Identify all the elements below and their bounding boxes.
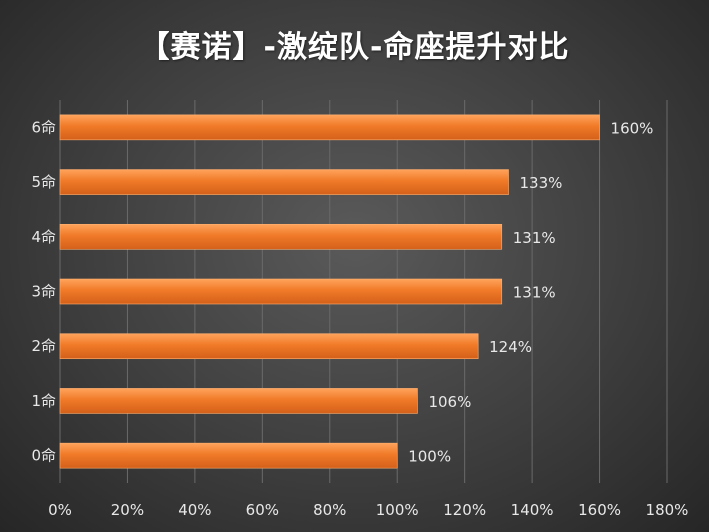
x-tick-label: 0%: [48, 501, 72, 519]
x-tick-label: 40%: [178, 501, 211, 519]
chart-title: 【赛诺】-激绽队-命座提升对比: [139, 30, 570, 65]
x-tick-label: 180%: [646, 501, 689, 519]
labels: 0% 20% 40% 60% 80% 100% 120% 140% 160% 180% 0命 100%…: [31, 118, 688, 519]
data-label: 124%: [489, 338, 532, 356]
category-label: 1命: [31, 392, 56, 410]
x-tick-label: 140%: [511, 501, 554, 519]
category-label: 4命: [31, 228, 56, 246]
x-tick-label: 160%: [578, 501, 621, 519]
x-tick-label: 20%: [111, 501, 144, 519]
x-tick-label: 120%: [443, 501, 486, 519]
data-label: 100%: [408, 448, 451, 466]
data-label: 131%: [513, 284, 556, 302]
bar-0: [59, 442, 398, 469]
bar-1: [59, 388, 418, 414]
bar-4: [59, 223, 503, 250]
bar-6: [59, 114, 600, 141]
x-tick-label: 80%: [313, 501, 346, 519]
bar-3: [59, 278, 503, 305]
bars: [59, 114, 600, 469]
bar-5: [59, 169, 509, 195]
category-label: 2命: [31, 337, 56, 355]
category-label: 3命: [31, 283, 56, 301]
category-label: 6命: [31, 118, 56, 136]
data-label: 160%: [611, 119, 654, 137]
x-tick-label: 100%: [376, 501, 419, 519]
category-label: 5命: [31, 173, 56, 191]
bar-2: [59, 333, 479, 360]
x-tick-label: 60%: [246, 501, 279, 519]
data-label: 131%: [513, 229, 556, 247]
category-label: 0命: [31, 447, 56, 465]
data-label: 133%: [520, 174, 563, 192]
data-label: 106%: [428, 393, 471, 411]
